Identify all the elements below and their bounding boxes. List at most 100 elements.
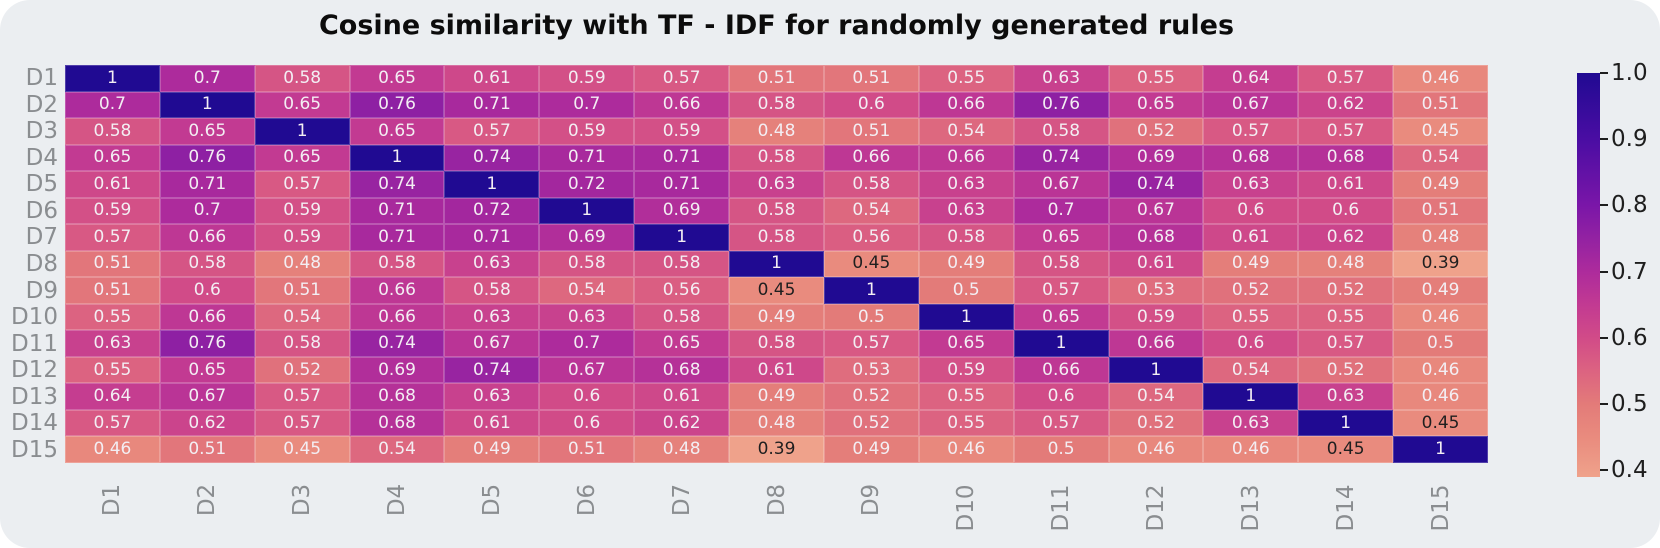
heatmap-cell: 0.71 [349,197,445,225]
heatmap-cell: 0.57 [1298,330,1394,357]
heatmap-cell: 0.48 [1393,224,1488,251]
heatmap-cell: 0.56 [823,224,919,251]
heatmap-cell: 1 [1393,436,1488,463]
x-tick-label: D1 [99,483,126,517]
heatmap-cell: 0.71 [634,144,730,172]
heatmap-cell: 0.74 [444,144,540,172]
heatmap-cell: 0.52 [823,409,919,437]
heatmap-cell: 0.71 [444,224,540,251]
heatmap-cell: 0.57 [444,118,540,145]
heatmap-cell: 0.48 [634,436,730,463]
heatmap-cell: 0.65 [254,91,350,119]
heatmap-cell: 0.66 [1108,330,1204,357]
y-tick-label: D13 [11,383,58,410]
heatmap-cell: 0.72 [444,197,540,225]
heatmap-cell: 0.46 [1393,356,1488,384]
heatmap-cell: 0.64 [65,383,160,410]
heatmap-cell: 0.55 [918,383,1014,410]
y-tick-label: D1 [25,65,58,92]
heatmap-cell: 0.49 [1393,171,1488,198]
heatmap-cell: 0.58 [918,224,1014,251]
heatmap-cell: 1 [1203,383,1299,410]
heatmap-cell: 0.68 [634,356,730,384]
heatmap-cell: 0.48 [254,250,350,278]
heatmap-cell: 0.58 [729,197,824,225]
heatmap-cell: 0.58 [159,250,255,278]
heatmap-cell: 0.58 [1013,250,1109,278]
x-tick-label: D7 [668,483,695,517]
x-tick-label: D11 [1048,484,1075,531]
heatmap-cell: 0.69 [1108,144,1204,172]
heatmap-cell: 0.76 [349,91,445,119]
x-tick-label: D14 [1332,484,1359,531]
heatmap-cell: 0.67 [159,383,255,410]
heatmap-cell: 0.63 [444,250,540,278]
y-tick-label: D3 [25,118,58,145]
heatmap-cell: 0.64 [1203,65,1299,92]
colorbar-tick-mark [1600,336,1608,339]
heatmap-cell: 0.45 [1393,409,1488,437]
heatmap-cell: 1 [823,277,919,304]
heatmap-cell: 0.51 [1393,91,1488,119]
x-tick-label: D8 [763,483,790,517]
heatmap-cell: 0.74 [349,171,445,198]
colorbar-tick-label: 1.0 [1611,60,1648,86]
heatmap-cell: 0.74 [349,330,445,357]
heatmap-cell: 0.59 [254,197,350,225]
heatmap-cell: 0.62 [159,409,255,437]
heatmap-cell: 0.52 [1298,356,1394,384]
heatmap-cell: 0.58 [444,277,540,304]
heatmap-cell: 0.6 [159,277,255,304]
heatmap-cell: 0.49 [823,436,919,463]
heatmap-cell: 0.49 [1203,250,1299,278]
heatmap-cell: 0.57 [254,409,350,437]
heatmap-cell: 0.63 [1203,409,1299,437]
heatmap-cell: 0.5 [823,303,919,331]
heatmap-cell: 1 [444,171,540,198]
heatmap-cell: 0.54 [1108,383,1204,410]
heatmap-cell: 0.52 [1108,409,1204,437]
heatmap-cell: 0.67 [444,330,540,357]
heatmap-cell: 0.55 [65,303,160,331]
heatmap-cell: 0.65 [634,330,730,357]
heatmap-cell: 0.71 [349,224,445,251]
y-tick-label: D4 [25,144,58,171]
heatmap-cell: 0.51 [823,65,919,92]
heatmap-cell: 0.57 [1203,118,1299,145]
heatmap-cell: 1 [918,303,1014,331]
heatmap-cell: 0.59 [539,118,635,145]
heatmap-cell: 0.49 [1393,277,1488,304]
heatmap-cell: 0.52 [1108,118,1204,145]
heatmap-cell: 0.59 [1108,303,1204,331]
colorbar-tick-label: 0.6 [1611,324,1648,351]
heatmap-cell: 1 [1013,330,1109,357]
heatmap-cell: 0.63 [65,330,160,357]
heatmap-cell: 0.45 [823,250,919,278]
heatmap-cell: 0.52 [823,383,919,410]
heatmap-cell: 0.68 [1108,224,1204,251]
heatmap-cell: 0.62 [634,409,730,437]
heatmap-cell: 0.57 [1298,118,1394,145]
heatmap-cell: 0.51 [159,436,255,463]
heatmap-cell: 0.66 [918,91,1014,119]
heatmap-cell: 0.49 [918,250,1014,278]
y-tick-label: D10 [11,304,58,331]
heatmap-cell: 1 [65,65,160,92]
heatmap-cell: 0.58 [729,224,824,251]
heatmap-cell: 0.63 [1013,65,1109,92]
heatmap-cell: 0.49 [444,436,540,463]
heatmap-cell: 0.48 [729,409,824,437]
y-tick-label: D8 [25,251,58,277]
y-tick-label: D11 [11,330,58,357]
heatmap-cell: 0.51 [539,436,635,463]
heatmap-cell: 0.67 [1013,171,1109,198]
heatmap-cell: 0.69 [349,356,445,384]
heatmap-cell: 0.5 [1393,330,1488,357]
heatmap-cell: 0.66 [1013,356,1109,384]
heatmap-cell: 0.57 [634,65,730,92]
heatmap-cell: 0.46 [1108,436,1204,463]
heatmap-cell: 0.66 [159,303,255,331]
heatmap-cell: 0.55 [65,356,160,384]
